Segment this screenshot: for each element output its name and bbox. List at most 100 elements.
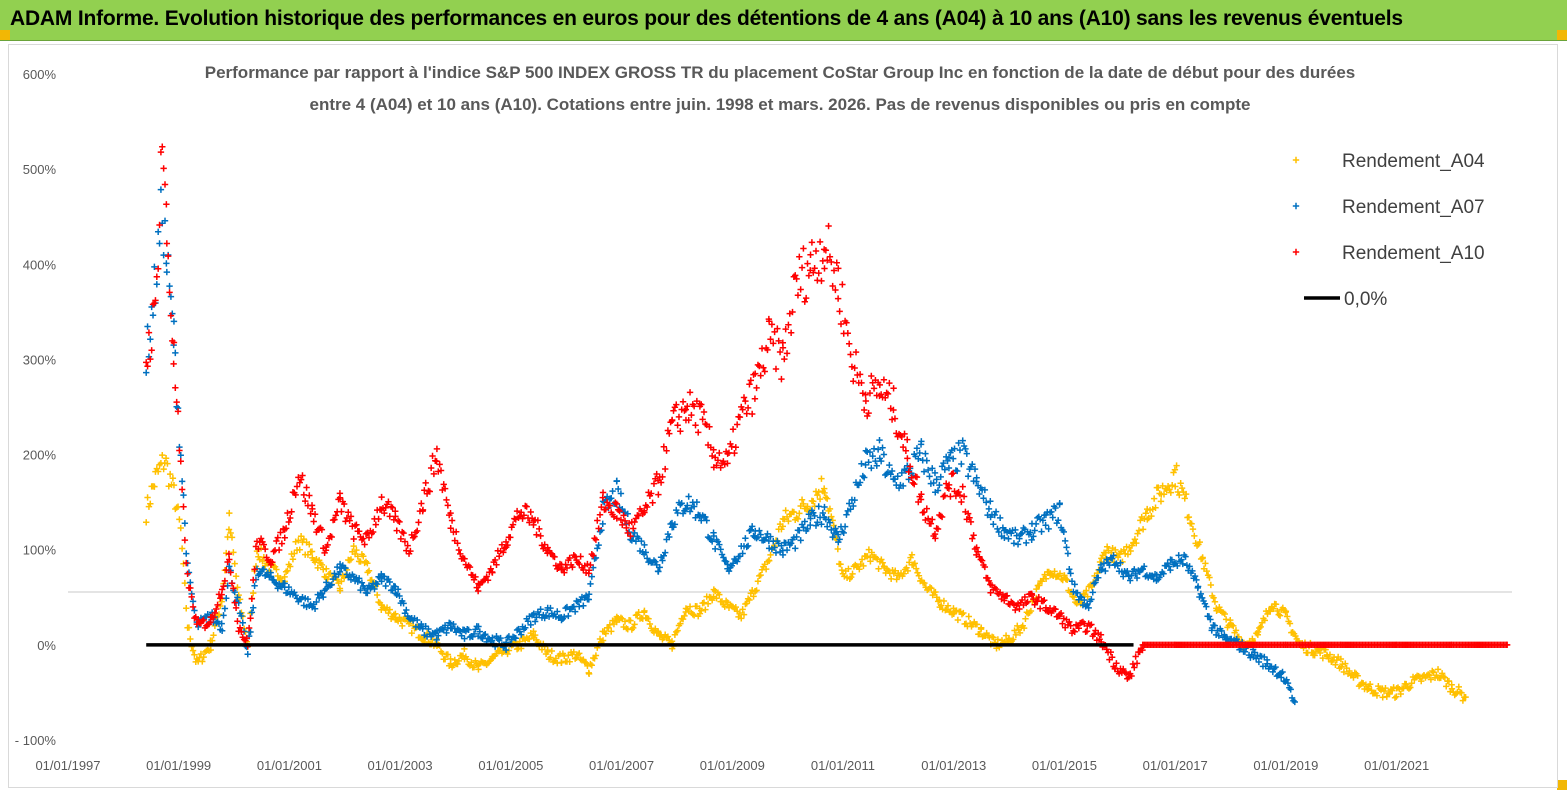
- data-point: [1103, 543, 1111, 550]
- data-point: [653, 470, 660, 478]
- data-point: [174, 503, 182, 510]
- data-point: [1249, 635, 1256, 643]
- data-point: [1127, 547, 1134, 555]
- data-point: [992, 508, 1000, 515]
- data-point: [166, 282, 173, 290]
- data-point: [772, 365, 780, 373]
- data-point: [716, 449, 723, 457]
- data-point: [952, 492, 960, 500]
- data-point: [269, 559, 276, 566]
- data-point: [1346, 667, 1353, 675]
- data-point: [1440, 673, 1447, 680]
- data-point: [794, 292, 802, 299]
- data-point: [238, 628, 245, 636]
- data-point: [725, 567, 733, 575]
- data-point: [684, 502, 691, 509]
- data-point: [1140, 563, 1148, 570]
- data-point: [649, 499, 656, 507]
- data-point: [1326, 651, 1334, 658]
- data-point: [1168, 556, 1176, 564]
- data-point: [904, 567, 912, 575]
- data-point: [868, 372, 875, 380]
- data-point: [1283, 676, 1290, 683]
- data-point: [271, 579, 279, 587]
- data-point: [215, 611, 223, 618]
- data-point: [154, 228, 162, 235]
- data-point: [259, 557, 266, 565]
- data-point: [189, 598, 197, 605]
- data-point: [519, 515, 526, 522]
- data-point: [573, 597, 580, 605]
- data-point: [170, 339, 178, 346]
- data-point: [183, 550, 190, 557]
- data-point: [1085, 604, 1092, 612]
- data-point: [472, 573, 479, 581]
- data-point: [187, 579, 194, 586]
- data-point: [877, 457, 885, 465]
- data-point: [152, 297, 159, 304]
- data-point: [796, 253, 803, 260]
- data-point: [614, 506, 622, 513]
- data-point: [761, 368, 768, 375]
- data-point: [973, 474, 980, 481]
- data-point: [318, 526, 326, 533]
- data-point: [1039, 598, 1047, 605]
- data-point: [393, 527, 400, 534]
- data-point: [1012, 606, 1019, 614]
- data-point: [732, 603, 740, 611]
- data-point: [1189, 525, 1197, 533]
- data-point: [828, 258, 835, 266]
- data-point: [681, 612, 688, 620]
- data-point: [1103, 646, 1110, 653]
- data-point: [841, 523, 849, 530]
- data-point: [392, 610, 399, 617]
- x-tick-label: 01/01/1999: [146, 758, 211, 773]
- data-point: [938, 463, 946, 470]
- data-point: [815, 503, 822, 510]
- data-point: [729, 426, 737, 433]
- y-tick-label: 200%: [23, 448, 57, 463]
- data-point: [733, 421, 741, 428]
- data-point: [1051, 568, 1058, 575]
- data-point: [1255, 658, 1263, 666]
- data-point: [1462, 693, 1469, 701]
- data-point: [220, 583, 227, 590]
- data-point: [1121, 668, 1128, 676]
- data-point: [708, 596, 716, 604]
- data-point: [386, 606, 393, 613]
- data-point: [940, 493, 947, 500]
- data-point: [1063, 576, 1071, 584]
- data-point: [867, 558, 874, 565]
- data-point: [876, 381, 884, 389]
- plot-area: [143, 143, 1511, 706]
- data-point: [414, 527, 421, 535]
- data-point: [774, 325, 781, 332]
- data-point: [167, 312, 175, 319]
- data-point: [444, 651, 452, 658]
- data-point: [385, 498, 392, 505]
- data-point: [911, 560, 919, 567]
- data-point: [1179, 560, 1186, 568]
- x-tick-label: 01/01/2015: [1032, 758, 1097, 773]
- data-point: [354, 578, 361, 585]
- data-point: [181, 520, 189, 527]
- data-point: [969, 535, 976, 542]
- data-point: [558, 659, 565, 666]
- data-point: [1134, 530, 1141, 537]
- data-point: [833, 259, 840, 266]
- data-point: [673, 628, 680, 636]
- data-point: [160, 165, 167, 172]
- data-point: [409, 534, 417, 541]
- data-point: [802, 294, 810, 302]
- data-point: [185, 569, 193, 576]
- data-point: [879, 559, 886, 566]
- banner-corner-right: [1557, 30, 1567, 40]
- data-point: [591, 535, 598, 542]
- data-point: [1186, 563, 1193, 570]
- data-point: [300, 535, 308, 543]
- data-point: [792, 545, 799, 552]
- data-point: [704, 600, 712, 607]
- data-point: [974, 548, 982, 555]
- data-point: [1418, 677, 1425, 685]
- data-point: [700, 408, 708, 416]
